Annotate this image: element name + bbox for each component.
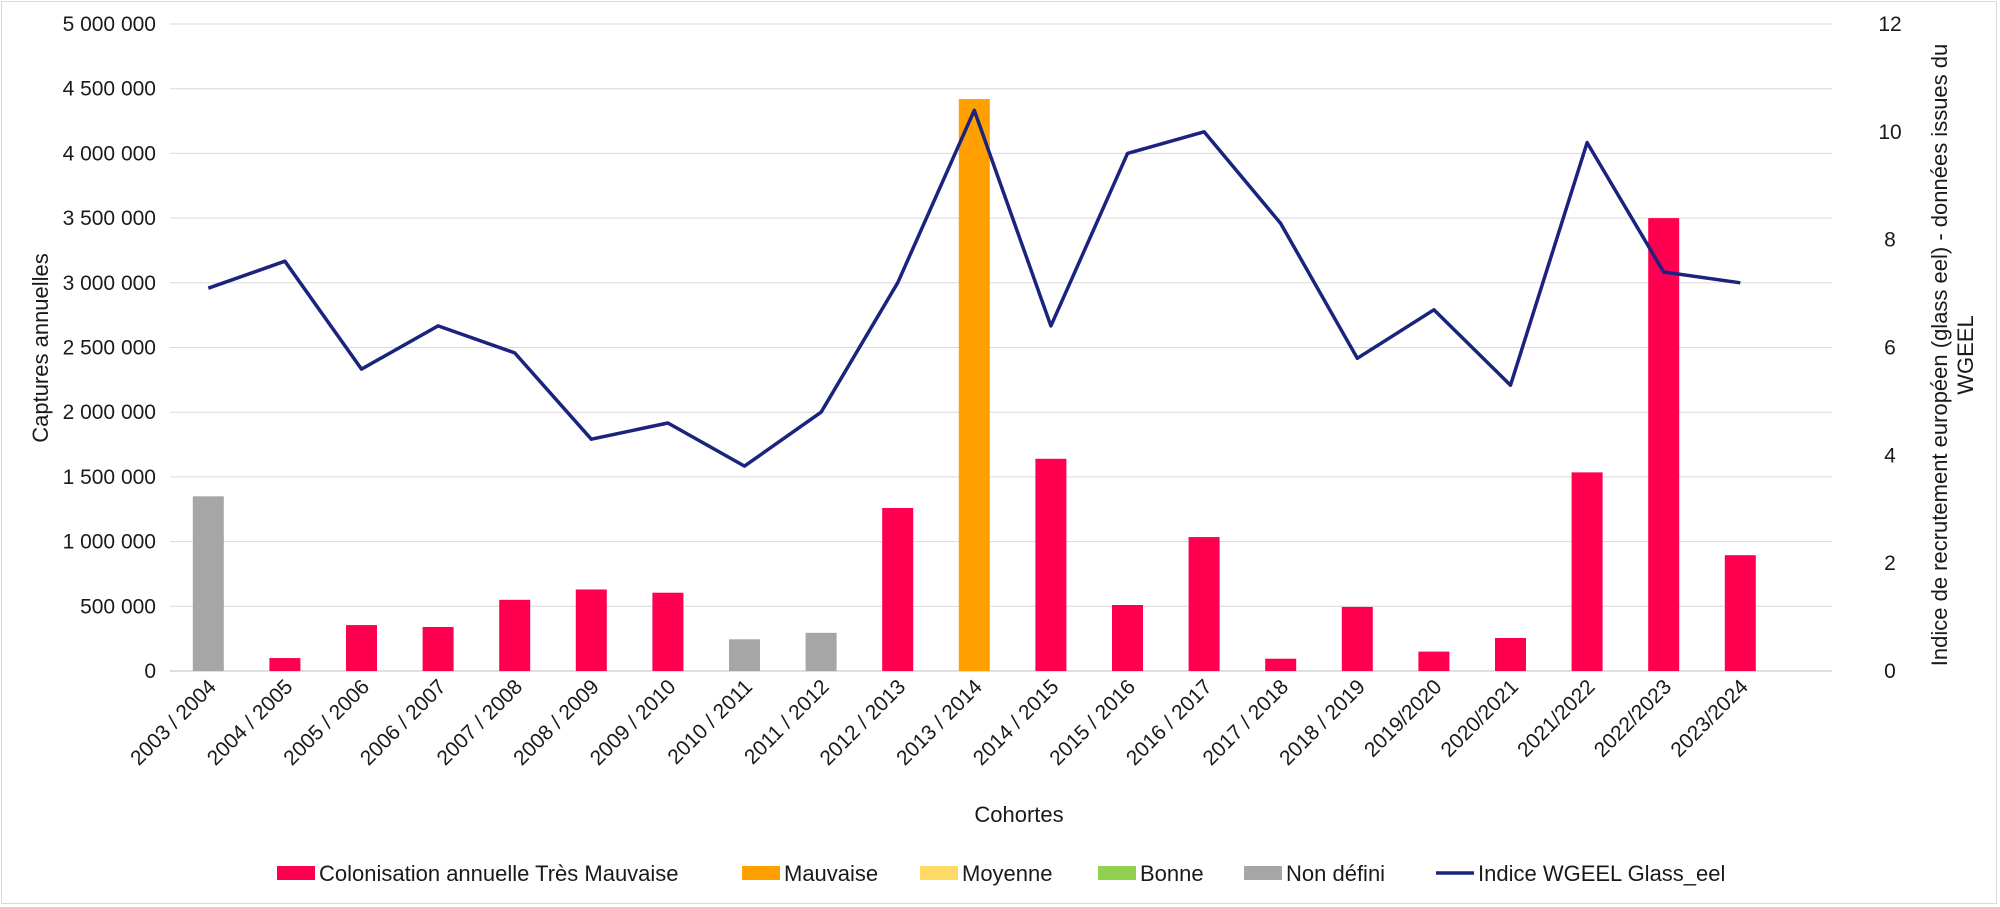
right-tick-label: 6 xyxy=(1884,337,1896,360)
legend-label: Mauvaise xyxy=(784,861,878,886)
legend-label: Non défini xyxy=(1286,861,1385,886)
bar xyxy=(958,99,990,671)
left-tick-label: 1 500 000 xyxy=(63,466,156,489)
legend-swatch xyxy=(920,866,958,880)
bar xyxy=(575,589,607,671)
wgeel-index-line xyxy=(207,108,1741,468)
right-axis-title-line-1: Indice de recrutement européen (glass ee… xyxy=(1927,44,1952,666)
bar xyxy=(805,632,837,671)
x-axis-title: Cohortes xyxy=(974,802,1063,827)
right-tick-label: 8 xyxy=(1884,229,1896,252)
legend-label: Bonne xyxy=(1140,861,1204,886)
bar xyxy=(1571,472,1603,671)
bar xyxy=(1418,651,1450,671)
bar xyxy=(346,625,377,671)
bar xyxy=(1265,658,1297,671)
left-tick-label: 4 000 000 xyxy=(63,142,156,165)
right-tick-label: 10 xyxy=(1878,121,1901,144)
bar xyxy=(1495,638,1526,671)
left-tick-label: 5 000 000 xyxy=(63,13,156,36)
left-tick-label: 3 000 000 xyxy=(63,272,156,295)
x-tick-label: 2022/2023 xyxy=(1590,675,1676,761)
right-axis-ticks: 0 2 4 6 8 10 12 xyxy=(1878,13,1901,683)
bar xyxy=(269,658,301,671)
left-tick-label: 2 500 000 xyxy=(63,337,156,360)
x-tick-label: 2021/2022 xyxy=(1513,675,1599,761)
right-tick-label: 2 xyxy=(1884,552,1896,575)
x-tick-label: 2020/2021 xyxy=(1437,675,1523,761)
left-tick-label: 1 000 000 xyxy=(63,531,156,554)
x-tick-label: 2019/2020 xyxy=(1360,675,1446,761)
left-axis-title: Captures annuelles xyxy=(28,253,53,443)
right-tick-label: 4 xyxy=(1884,444,1896,467)
bar xyxy=(1648,218,1680,671)
x-tick-label: 2023/2024 xyxy=(1666,675,1753,762)
right-tick-label: 12 xyxy=(1878,13,1901,36)
left-tick-label: 2 000 000 xyxy=(63,401,156,424)
legend-label: Indice WGEEL Glass_eel xyxy=(1478,861,1725,886)
legend-swatch xyxy=(742,866,780,880)
bar xyxy=(1035,458,1067,671)
legend-swatch xyxy=(1098,866,1136,880)
bar xyxy=(1724,555,1756,671)
legend-label: Colonisation annuelle Très Mauvaise xyxy=(319,861,679,886)
bar xyxy=(1341,606,1373,671)
bar xyxy=(1112,605,1143,671)
legend-label: Moyenne xyxy=(962,861,1053,886)
left-tick-label: 4 500 000 xyxy=(63,78,156,101)
legend-swatch xyxy=(1244,866,1282,880)
bar xyxy=(882,507,914,671)
bar xyxy=(729,639,760,671)
bar xyxy=(652,592,684,671)
bar xyxy=(422,627,454,671)
left-tick-label: 3 500 000 xyxy=(63,207,156,230)
left-tick-label: 0 xyxy=(144,660,156,683)
line-series xyxy=(207,108,1741,468)
bar xyxy=(499,599,531,671)
bar xyxy=(1188,537,1220,671)
right-tick-label: 0 xyxy=(1884,660,1896,683)
left-axis-ticks: 0 500 000 1 000 000 1 500 000 2 000 000 2 500… xyxy=(63,13,156,683)
legend-swatch xyxy=(277,866,315,880)
bar xyxy=(192,496,224,671)
legend: Colonisation annuelle Très Mauvaise Mauva… xyxy=(277,861,1725,886)
bar-series xyxy=(192,99,1756,671)
left-tick-label: 500 000 xyxy=(80,595,156,618)
right-axis-title-line-2: WGEEL xyxy=(1953,315,1978,394)
